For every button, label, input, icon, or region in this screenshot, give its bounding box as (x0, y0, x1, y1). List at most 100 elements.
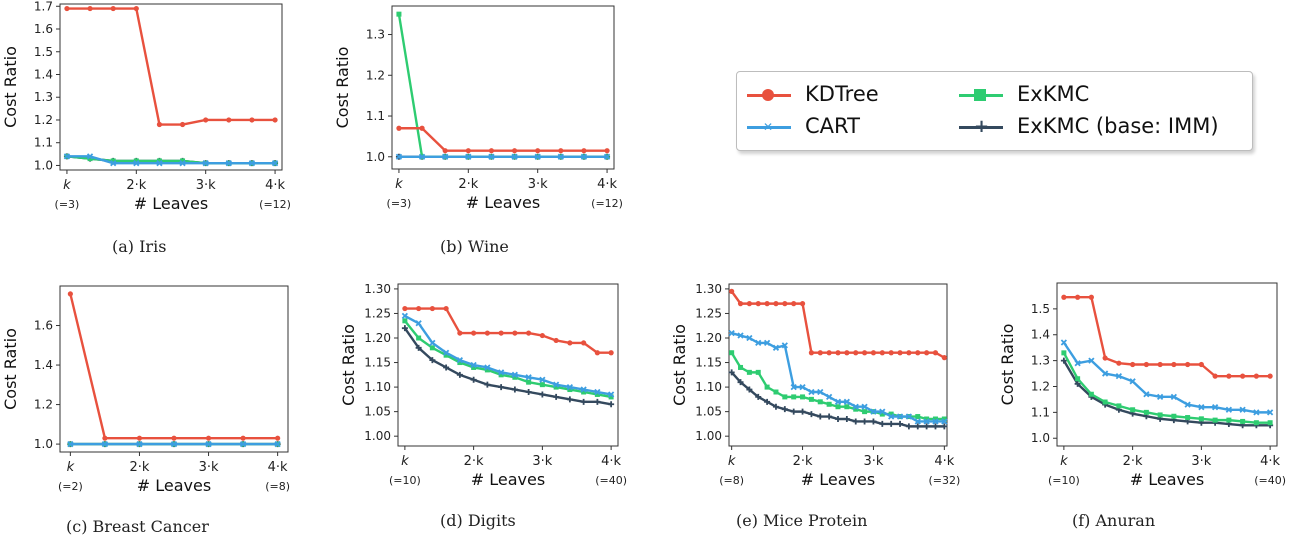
point-kdtree-anuran (1171, 361, 1177, 368)
y-axis-label-digits: Cost Ratio (339, 324, 358, 406)
point-cart-wine (580, 153, 588, 160)
point-cart-mice-protein (843, 398, 850, 405)
y-tick-label-iris: 1.5 (34, 45, 53, 59)
point-kdtree-mice-protein (844, 350, 850, 356)
x-tick-label-digits: 4·k (601, 454, 621, 469)
point-exkmc-anuran (1130, 407, 1136, 413)
point-cart-mice-protein (728, 329, 735, 337)
point-kdtree-digits (581, 340, 587, 346)
x-tick-label-mice-protein: k (728, 454, 736, 469)
plot-frame-iris (59, 3, 283, 171)
point-kdtree-anuran (1130, 361, 1136, 368)
point-kdtree-digits (402, 305, 408, 312)
point-imm-mice-protein (941, 423, 948, 430)
point-imm-mice-protein (772, 403, 779, 410)
x-axis-label-mice-protein: # Leaves (801, 470, 875, 489)
y-tick-label-mice-protein: 1.30 (695, 282, 722, 296)
point-kdtree-digits (553, 337, 559, 344)
point-exkmc-anuran (1102, 399, 1108, 405)
y-tick-label-anuran: 1.1 (1031, 405, 1050, 419)
point-imm-mice-protein (790, 408, 797, 415)
point-kdtree-anuran (1226, 373, 1232, 379)
point-exkmc-mice-protein (755, 369, 761, 375)
y-tick-label-digits: 1.20 (364, 331, 391, 345)
legend-item-kdtree: KDTree (743, 80, 983, 110)
point-kdtree-iris (226, 117, 232, 123)
point-kdtree-wine (396, 125, 402, 131)
caption-iris: (a) Iris (112, 237, 167, 256)
point-exkmc-mice-protein (853, 406, 859, 412)
point-kdtree-digits (484, 330, 490, 336)
point-cart-iris (225, 160, 232, 167)
point-imm-digits (429, 357, 436, 364)
point-kdtree-iris (272, 117, 278, 123)
x-sub-label-last-mice-protein: (=32) (928, 474, 960, 487)
point-cart-digits (484, 364, 491, 371)
point-cart-wine (557, 153, 564, 160)
plot-frame-digits (397, 283, 619, 447)
point-imm-digits (470, 376, 477, 383)
point-kdtree-wine (442, 148, 448, 154)
point-exkmc-digits (567, 387, 573, 393)
point-imm-mice-protein (843, 416, 850, 422)
point-kdtree-anuran (1088, 294, 1094, 300)
point-imm-mice-protein (764, 398, 771, 405)
point-exkmc-anuran (1240, 418, 1246, 424)
y-axis-label-iris: Cost Ratio (1, 46, 20, 128)
point-cart-mice-protein (941, 418, 948, 425)
point-exkmc-digits (608, 394, 614, 400)
point-kdtree-mice-protein (808, 350, 815, 356)
x-sub-label-first-digits: (=10) (389, 474, 421, 487)
legend-item-exkmc: ExKMC (955, 80, 1245, 110)
point-cart-mice-protein (914, 418, 921, 425)
point-exkmc-anuran (1267, 420, 1273, 426)
point-exkmc-iris (87, 156, 93, 162)
point-cart-mice-protein (932, 418, 939, 425)
point-exkmc-anuran (1212, 417, 1218, 423)
point-cart-mice-protein (737, 332, 744, 339)
point-cart-anuran (1074, 360, 1081, 367)
point-cart-iris (179, 160, 186, 167)
series-line-kdtree-wine (398, 127, 608, 152)
point-kdtree-breast-cancer (136, 435, 143, 441)
point-cart-digits (511, 371, 519, 378)
point-imm-mice-protein (799, 408, 806, 415)
point-exkmc-digits (553, 384, 559, 390)
point-kdtree-mice-protein (826, 350, 832, 356)
y-tick-label-breast-cancer: 1.2 (34, 398, 53, 412)
series-line-cart-iris (66, 155, 276, 165)
point-cart-anuran (1101, 370, 1109, 377)
y-tick-label-anuran: 1.2 (1031, 379, 1050, 393)
x-tick-label-iris: 4·k (265, 178, 285, 193)
point-cart-anuran (1060, 339, 1068, 346)
x-tick-label-mice-protein: 2·k (793, 454, 813, 469)
x-axis-label-digits: # Leaves (471, 470, 545, 489)
point-imm-anuran (1074, 380, 1081, 387)
x-tick-label-iris: 2·k (126, 178, 146, 193)
point-cart-mice-protein (772, 344, 780, 351)
point-cart-mice-protein (870, 408, 877, 415)
point-kdtree-anuran (1185, 361, 1191, 368)
point-cart-wine (511, 153, 518, 160)
point-cart-iris (133, 160, 140, 167)
legend-line-cart (747, 126, 791, 129)
x-tick-label-breast-cancer: 3·k (199, 460, 219, 475)
point-exkmc-digits (512, 374, 518, 380)
point-cart-anuran (1156, 393, 1164, 400)
point-kdtree-mice-protein (746, 301, 752, 307)
y-axis-label-anuran: Cost Ratio (998, 324, 1017, 406)
x-tick-label-breast-cancer: 4·k (268, 460, 288, 475)
point-exkmc-digits (471, 364, 477, 370)
point-imm-digits (484, 381, 491, 388)
point-exkmc-mice-protein (924, 416, 930, 422)
point-exkmc-mice-protein (862, 409, 868, 415)
point-imm-mice-protein (914, 423, 921, 430)
legend-marker-exkmc (974, 89, 986, 101)
y-tick-label-anuran: 1.4 (1031, 328, 1050, 342)
point-kdtree-mice-protein (932, 350, 939, 356)
y-tick-label-wine: 1.0 (366, 150, 385, 164)
point-cart-digits (566, 383, 574, 391)
point-imm-mice-protein (861, 418, 868, 425)
point-cart-wine (442, 153, 449, 160)
point-exkmc-digits (457, 360, 463, 366)
